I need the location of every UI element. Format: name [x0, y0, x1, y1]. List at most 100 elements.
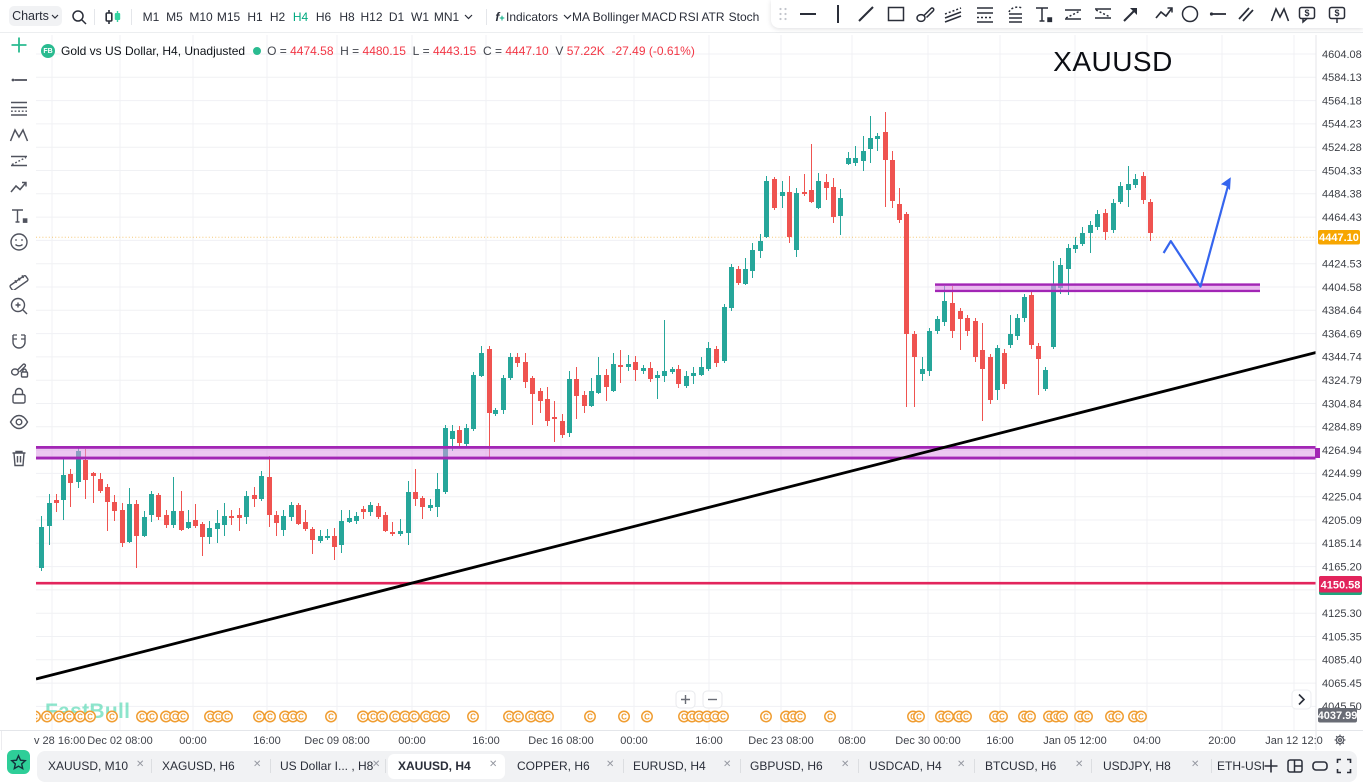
svg-text:C: C	[282, 713, 288, 722]
svg-text:4264.94: 4264.94	[1322, 445, 1362, 457]
svg-text:C: C	[763, 713, 769, 722]
svg-text:C: C	[215, 713, 221, 722]
svg-text:C: C	[328, 713, 334, 722]
svg-text:4424.53: 4424.53	[1322, 259, 1362, 271]
svg-text:C: C	[44, 713, 50, 722]
svg-text:4085.40: 4085.40	[1322, 655, 1362, 667]
svg-text:16:00: 16:00	[695, 735, 723, 747]
svg-text:4604.08: 4604.08	[1322, 49, 1362, 61]
svg-text:$: $	[1334, 8, 1339, 18]
svg-text:00:00: 00:00	[398, 735, 426, 747]
svg-text:Dec 02 08:00: Dec 02 08:00	[87, 735, 152, 747]
svg-text:C: C	[1077, 713, 1083, 722]
svg-text:C: C	[1138, 713, 1144, 722]
svg-text:C: C	[1131, 713, 1137, 722]
svg-text:C: C	[938, 713, 944, 722]
svg-text:C: C	[370, 713, 376, 722]
svg-text:4484.38: 4484.38	[1322, 189, 1362, 201]
svg-text:C: C	[402, 713, 408, 722]
svg-text:C: C	[109, 713, 115, 722]
svg-text:16:00: 16:00	[472, 735, 500, 747]
svg-text:4324.79: 4324.79	[1322, 375, 1362, 387]
svg-text:C: C	[207, 713, 213, 722]
svg-text:C: C	[916, 713, 922, 722]
svg-text:4304.84: 4304.84	[1322, 398, 1362, 410]
svg-text:4384.64: 4384.64	[1322, 305, 1362, 317]
svg-text:C: C	[360, 713, 366, 722]
svg-text:C: C	[432, 713, 438, 722]
svg-text:4225.04: 4225.04	[1322, 492, 1362, 504]
svg-text:C: C	[298, 713, 304, 722]
svg-text:C: C	[999, 713, 1005, 722]
svg-text:00:00: 00:00	[620, 735, 648, 747]
svg-text:C: C	[528, 713, 534, 722]
svg-text:C: C	[956, 713, 962, 722]
svg-text:4205.09: 4205.09	[1322, 515, 1362, 527]
svg-text:C: C	[441, 713, 447, 722]
svg-text:C: C	[87, 713, 93, 722]
svg-text:C: C	[587, 713, 593, 722]
svg-text:v 28 16:00: v 28 16:00	[34, 735, 85, 747]
svg-text:C: C	[163, 713, 169, 722]
svg-text:4447.10: 4447.10	[1319, 232, 1359, 244]
svg-text:C: C	[963, 713, 969, 722]
svg-text:C: C	[139, 713, 145, 722]
svg-text:C: C	[1084, 713, 1090, 722]
svg-text:Jan 05 12:00: Jan 05 12:00	[1043, 735, 1107, 747]
svg-text:Dec 23 08:00: Dec 23 08:00	[748, 735, 813, 747]
svg-text:4564.18: 4564.18	[1322, 95, 1362, 107]
svg-text:C: C	[1027, 713, 1033, 722]
svg-text:Jan 12 12:0: Jan 12 12:0	[1265, 735, 1323, 747]
svg-text:C: C	[56, 713, 62, 722]
svg-text:C: C	[172, 713, 178, 722]
svg-text:C: C	[783, 713, 789, 722]
svg-text:C: C	[644, 713, 650, 722]
svg-text:08:00: 08:00	[838, 735, 866, 747]
svg-text:C: C	[470, 713, 476, 722]
svg-text:$: $	[1304, 8, 1309, 18]
svg-text:04:00: 04:00	[1133, 735, 1161, 747]
svg-text:16:00: 16:00	[253, 735, 281, 747]
svg-text:4105.35: 4105.35	[1322, 631, 1362, 643]
svg-text:C: C	[290, 713, 296, 722]
svg-text:4524.28: 4524.28	[1322, 142, 1362, 154]
svg-text:C: C	[423, 713, 429, 722]
svg-text:C: C	[180, 713, 186, 722]
svg-text:4584.13: 4584.13	[1322, 72, 1362, 84]
svg-text:4185.14: 4185.14	[1322, 538, 1362, 550]
svg-text:4244.99: 4244.99	[1322, 468, 1362, 480]
svg-text:4284.89: 4284.89	[1322, 422, 1362, 434]
svg-text:4065.45: 4065.45	[1322, 678, 1362, 690]
svg-text:C: C	[66, 713, 72, 722]
svg-text:4544.23: 4544.23	[1322, 119, 1362, 131]
svg-text:4504.33: 4504.33	[1322, 165, 1362, 177]
svg-text:4404.58: 4404.58	[1322, 282, 1362, 294]
svg-text:C: C	[267, 713, 273, 722]
svg-text:C: C	[1059, 713, 1065, 722]
svg-text:C: C	[704, 713, 710, 722]
svg-text:00:00: 00:00	[179, 735, 207, 747]
svg-text:4364.69: 4364.69	[1322, 328, 1362, 340]
svg-text:C: C	[1108, 713, 1114, 722]
svg-text:20:00: 20:00	[1208, 735, 1236, 747]
svg-text:C: C	[696, 713, 702, 722]
svg-text:C: C	[1046, 713, 1052, 722]
svg-text:XAUUSD: XAUUSD	[1053, 46, 1173, 77]
svg-text:C: C	[945, 713, 951, 722]
svg-text:C: C	[545, 713, 551, 722]
svg-text:C: C	[411, 713, 417, 722]
svg-text:C: C	[681, 713, 687, 722]
svg-text:Dec 09 08:00: Dec 09 08:00	[304, 735, 369, 747]
svg-text:4344.74: 4344.74	[1322, 352, 1362, 364]
svg-text:C: C	[506, 713, 512, 722]
svg-text:C: C	[392, 713, 398, 722]
svg-text:C: C	[256, 713, 262, 722]
svg-text:C: C	[379, 713, 385, 722]
svg-text:4150.58: 4150.58	[1321, 580, 1361, 592]
svg-text:C: C	[689, 713, 695, 722]
svg-text:4037.99: 4037.99	[1318, 710, 1358, 722]
svg-text:Dec 16 08:00: Dec 16 08:00	[528, 735, 593, 747]
svg-text:C: C	[712, 713, 718, 722]
svg-text:C: C	[827, 713, 833, 722]
svg-text:4165.20: 4165.20	[1322, 561, 1362, 573]
